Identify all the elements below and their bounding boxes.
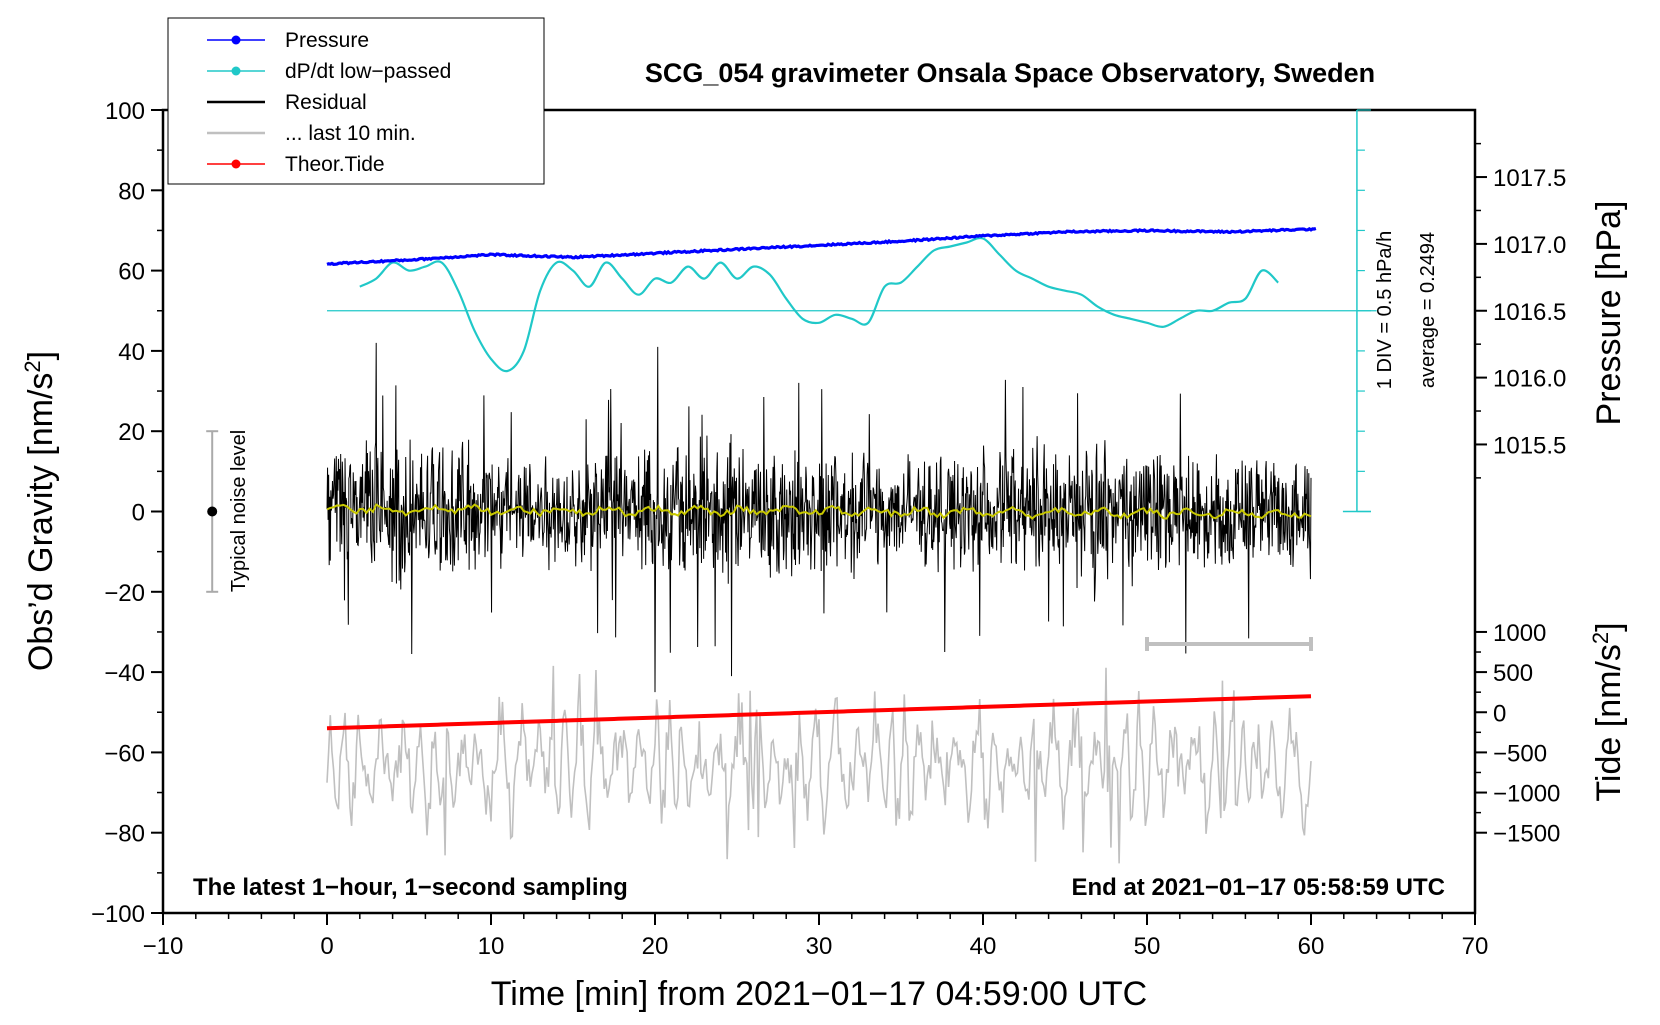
pressure-tick-label: 1016.5 [1493,299,1566,326]
legend-marker [231,159,241,169]
left-y-tick-label: 60 [118,259,145,286]
x-tick-label: 0 [320,933,333,960]
data-layer [206,109,1377,864]
tide-axis-title-text: Tide [nm/s [1590,644,1628,801]
tide-tick-label: 0 [1493,700,1506,727]
annotation-sampling: The latest 1−hour, 1−second sampling [193,874,628,901]
x-tick-label: −10 [143,933,184,960]
tide-tick-label: 500 [1493,660,1533,687]
pressure-tick-label: 1016.0 [1493,366,1566,393]
noise-level-label: Typical noise level [228,430,250,592]
x-tick-label: 40 [970,933,997,960]
left-y-tick-label: 80 [118,178,145,205]
x-tick-label: 30 [806,933,833,960]
left-y-tick-label: 20 [118,419,145,446]
left-axis-title-end: ] [22,351,60,360]
left-y-tick-label: −20 [104,580,145,607]
left-axis-title-sup: 2 [20,360,45,372]
legend-marker [231,35,241,45]
chart-title: SCG_054 gravimeter Onsala Space Observat… [645,58,1375,88]
pressure-tick-label: 1015.5 [1493,432,1566,459]
pressure-axis-title: Pressure [hPa] [1590,201,1628,426]
tide-axis-title-end: ] [1590,622,1628,631]
residual-lowpass-line [326,503,1312,520]
tide-tick-label: −1500 [1493,821,1560,848]
legend: Pressure dP/dt low−passed Residual ... last… [167,17,545,185]
left-y-tick-label: 0 [132,500,145,527]
theor-tide-line [326,694,1312,731]
last-10-min-line [326,665,1312,864]
tide-tick-label: 1000 [1493,620,1546,647]
left-y-tick-label: −40 [104,660,145,687]
tide-axis-title-sup: 2 [1588,632,1613,644]
pressure-line [326,226,1317,266]
x-axis-title: Time [min] from 2021−01−17 04:59:00 UTC [491,975,1147,1013]
dpdt-average-label: average = 0.2494 [1417,232,1439,388]
legend-marker [231,66,241,76]
axes-layer: −10 0 10 20 30 40 50 60 70−100−80−60−40−20020406… [91,98,1566,960]
legend-label: ... last 10 min. [285,122,416,145]
pressure-tick-label: 1017.0 [1493,232,1566,259]
legend-label: Pressure [285,29,369,52]
left-y-tick-label: −80 [104,821,145,848]
legend-label: Residual [285,91,367,114]
left-axis-title-text: Obs’d Gravity [nm/s [22,373,60,672]
left-y-tick-label: 100 [105,98,145,125]
x-tick-label: 50 [1134,933,1161,960]
residual-line [326,342,1312,693]
tide-tick-label: −500 [1493,740,1547,767]
tide-tick-label: −1000 [1493,781,1560,808]
x-tick-label: 10 [478,933,505,960]
dpdt-div-label: 1 DIV = 0.5 hPa/h [1374,231,1396,389]
x-tick-label: 60 [1298,933,1325,960]
legend-label: dP/dt low−passed [285,60,451,83]
pressure-tick-label: 1017.5 [1493,165,1566,192]
dpdt-line [359,236,1279,373]
tide-axis-title: Tide [nm/s2] [1588,622,1628,801]
legend-label: Theor.Tide [285,153,385,176]
left-y-tick-label: 40 [118,339,145,366]
left-y-tick-label: −100 [91,901,145,928]
x-tick-label: 20 [642,933,669,960]
noise-bar-center-dot [207,506,218,517]
left-axis-title: Obs’d Gravity [nm/s2] [20,351,60,671]
annotation-end-time: End at 2021−01−17 05:58:59 UTC [1071,874,1445,901]
left-y-tick-label: −60 [104,740,145,767]
x-tick-label: 70 [1462,933,1489,960]
